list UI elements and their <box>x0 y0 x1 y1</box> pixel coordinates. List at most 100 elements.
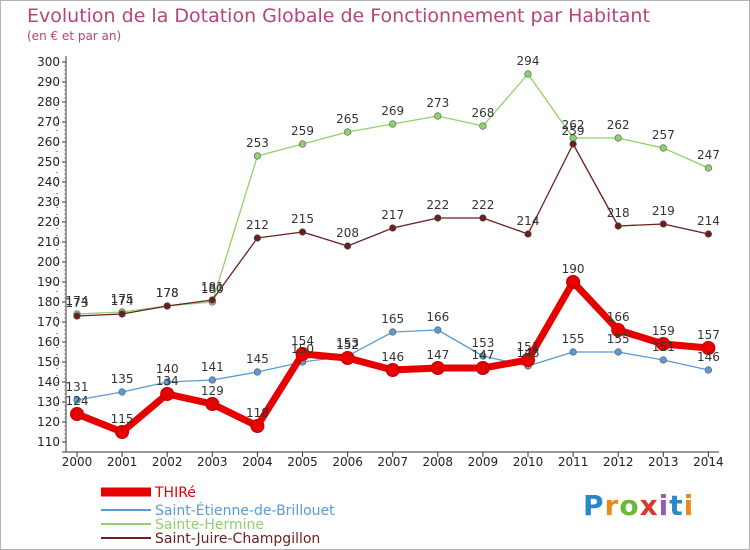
data-label: 247 <box>697 148 720 162</box>
data-label: 151 <box>652 340 675 354</box>
y-tick-label: 160 <box>37 335 60 349</box>
data-label: 150 <box>291 342 314 356</box>
data-label: 259 <box>562 124 585 138</box>
data-point <box>434 214 442 222</box>
data-label: 153 <box>471 336 494 350</box>
data-point <box>389 120 397 128</box>
data-point <box>430 361 445 375</box>
x-tick-label: 2006 <box>332 455 363 469</box>
x-tick-label: 2005 <box>287 455 318 469</box>
y-tick-label: 170 <box>37 315 60 329</box>
data-point <box>434 326 442 334</box>
data-label: 155 <box>607 332 630 346</box>
data-point <box>118 388 126 396</box>
data-point <box>344 128 352 136</box>
x-tick-label: 2002 <box>152 455 183 469</box>
y-tick-label: 280 <box>37 95 60 109</box>
data-point <box>208 296 216 304</box>
data-point <box>475 361 490 375</box>
x-tick-label: 2004 <box>242 455 273 469</box>
x-tick-label: 2000 <box>62 455 93 469</box>
data-point <box>659 356 667 364</box>
chart-title: Evolution de la Dotation Globale de Fonc… <box>27 5 650 27</box>
data-label: 148 <box>517 346 540 360</box>
data-point <box>479 352 487 360</box>
legend-label-1: Saint-Étienne-de-Brillouet <box>155 502 335 519</box>
data-label: 268 <box>471 106 494 120</box>
y-tick-label: 180 <box>37 295 60 309</box>
data-label: 135 <box>111 372 134 386</box>
data-label: 159 <box>652 324 675 338</box>
data-label: 259 <box>291 124 314 138</box>
data-label: 140 <box>156 362 179 376</box>
x-tick-label: 2010 <box>513 455 544 469</box>
data-label: 166 <box>426 310 449 324</box>
data-label: 294 <box>517 54 540 68</box>
data-point <box>614 222 622 230</box>
data-label: 178 <box>156 286 179 300</box>
data-label: 118 <box>246 406 269 420</box>
legend-label-0: THIRé <box>154 485 196 501</box>
x-tick-label: 2001 <box>107 455 138 469</box>
data-label: 222 <box>426 198 449 212</box>
data-point <box>611 323 626 337</box>
y-tick-label: 150 <box>37 355 60 369</box>
x-tick-label: 2012 <box>603 455 634 469</box>
data-point <box>659 144 667 152</box>
data-point <box>524 70 532 78</box>
data-label: 212 <box>246 218 269 232</box>
data-label: 208 <box>336 226 359 240</box>
data-point <box>253 368 261 376</box>
y-tick-label: 110 <box>37 435 60 449</box>
data-point <box>208 376 216 384</box>
data-point <box>701 341 716 355</box>
data-point <box>340 351 355 365</box>
y-tick-label: 140 <box>37 375 60 389</box>
data-point <box>524 230 532 238</box>
y-tick-label: 290 <box>37 75 60 89</box>
data-point <box>704 366 713 374</box>
x-tick-label: 2008 <box>423 455 454 469</box>
data-point <box>479 122 487 130</box>
data-label: 269 <box>381 104 404 118</box>
data-label: 214 <box>517 214 540 228</box>
data-label: 262 <box>607 118 630 132</box>
data-label: 147 <box>426 348 449 362</box>
data-label: 134 <box>156 374 179 388</box>
y-tick-label: 120 <box>37 415 60 429</box>
data-label: 129 <box>201 384 224 398</box>
data-point <box>160 387 175 401</box>
data-label: 165 <box>381 312 404 326</box>
data-point <box>569 348 577 356</box>
data-label: 141 <box>201 360 224 374</box>
data-label: 222 <box>471 198 494 212</box>
data-point <box>295 347 310 361</box>
data-label: 146 <box>697 350 720 364</box>
y-tick-label: 190 <box>37 275 60 289</box>
y-tick-label: 210 <box>37 235 60 249</box>
data-point <box>385 363 400 377</box>
data-point <box>389 224 397 232</box>
y-tick-label: 220 <box>37 215 60 229</box>
data-label: 219 <box>652 204 675 218</box>
data-point <box>704 164 713 172</box>
y-tick-label: 250 <box>37 155 60 169</box>
data-label: 265 <box>336 112 359 126</box>
y-tick-label: 200 <box>37 255 60 269</box>
data-point <box>656 337 671 351</box>
y-tick-label: 130 <box>37 395 60 409</box>
x-tick-label: 2009 <box>468 455 499 469</box>
data-point <box>70 407 84 421</box>
data-point <box>115 425 130 439</box>
data-point <box>344 242 352 250</box>
x-tick-label: 2014 <box>693 455 724 469</box>
chart-subtitle: (en € et par an) <box>27 29 122 43</box>
data-point <box>73 312 81 320</box>
data-label: 181 <box>201 280 224 294</box>
data-point <box>704 230 713 238</box>
data-point <box>118 310 126 318</box>
data-label: 131 <box>66 380 89 394</box>
data-point <box>521 353 535 367</box>
